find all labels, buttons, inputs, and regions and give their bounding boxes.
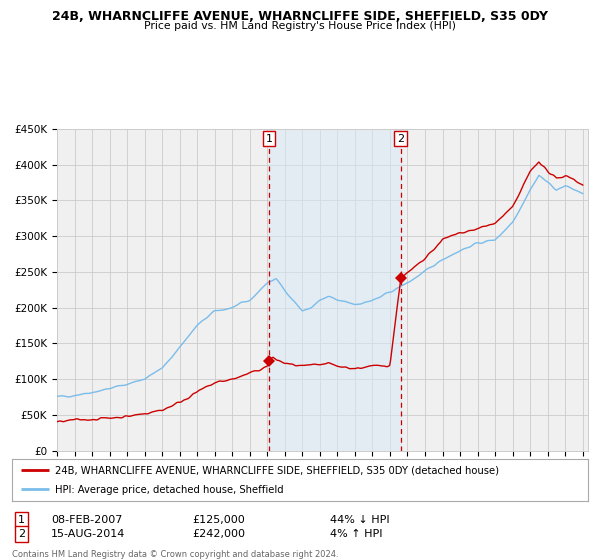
Text: 1: 1 bbox=[266, 134, 272, 143]
Text: 08-FEB-2007: 08-FEB-2007 bbox=[51, 515, 122, 525]
Text: £242,000: £242,000 bbox=[192, 529, 245, 539]
Text: 1: 1 bbox=[18, 515, 25, 525]
Text: Contains HM Land Registry data © Crown copyright and database right 2024.
This d: Contains HM Land Registry data © Crown c… bbox=[12, 550, 338, 560]
Text: 15-AUG-2014: 15-AUG-2014 bbox=[51, 529, 125, 539]
Text: £125,000: £125,000 bbox=[192, 515, 245, 525]
Text: 2: 2 bbox=[18, 529, 25, 539]
Text: 44% ↓ HPI: 44% ↓ HPI bbox=[330, 515, 389, 525]
Text: 2: 2 bbox=[397, 134, 404, 143]
Text: 4% ↑ HPI: 4% ↑ HPI bbox=[330, 529, 383, 539]
Text: 24B, WHARNCLIFFE AVENUE, WHARNCLIFFE SIDE, SHEFFIELD, S35 0DY (detached house): 24B, WHARNCLIFFE AVENUE, WHARNCLIFFE SID… bbox=[55, 465, 499, 475]
Text: HPI: Average price, detached house, Sheffield: HPI: Average price, detached house, Shef… bbox=[55, 486, 284, 495]
Text: Price paid vs. HM Land Registry's House Price Index (HPI): Price paid vs. HM Land Registry's House … bbox=[144, 21, 456, 31]
Text: 24B, WHARNCLIFFE AVENUE, WHARNCLIFFE SIDE, SHEFFIELD, S35 0DY: 24B, WHARNCLIFFE AVENUE, WHARNCLIFFE SID… bbox=[52, 10, 548, 23]
Bar bbox=[269, 129, 401, 451]
